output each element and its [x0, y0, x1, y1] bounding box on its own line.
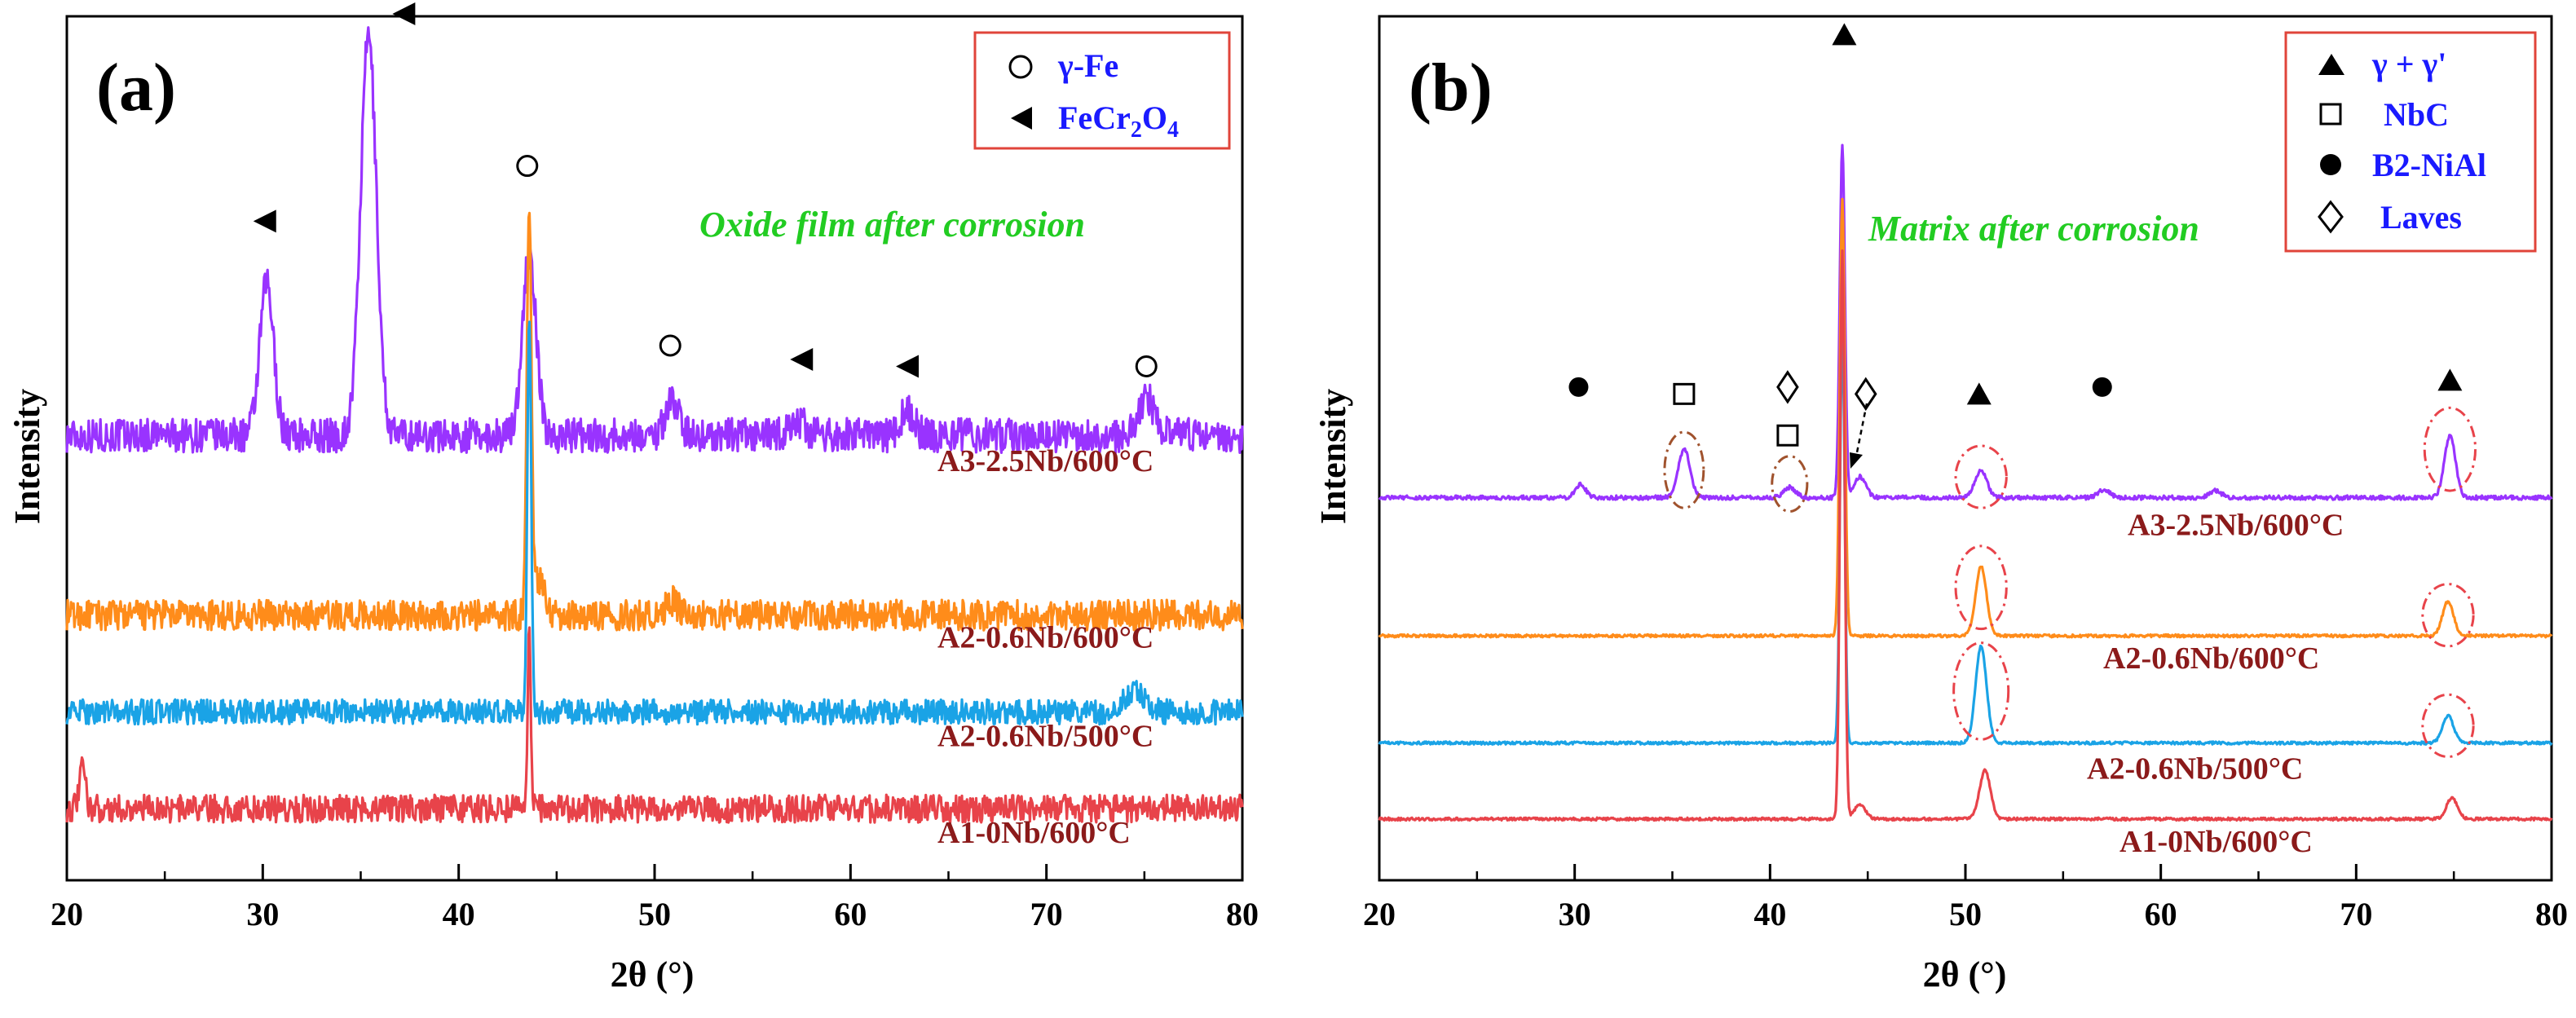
gamma-fe-legend-icon [1008, 55, 1033, 79]
curve-label: A2-0.6Nb/500°C [937, 719, 1153, 753]
peak-highlight-ellipse [2421, 583, 2475, 648]
peak-highlight-ellipse [1663, 430, 1705, 509]
x-tick-label: 70 [1030, 896, 1063, 932]
x-tick-label: 70 [2340, 896, 2372, 932]
curve-label: A1-0Nb/600°C [937, 816, 1131, 850]
laves-legend-icon [2318, 200, 2344, 234]
series-line-a1-0nb-600-c [65, 626, 1244, 824]
panel-b-peak-highlights [1663, 406, 2477, 759]
panel-a-x-ticks: 20 30 40 50 60 70 80 [51, 864, 1259, 932]
circle-open-marker [659, 334, 681, 357]
panel-b-x-ticks: 20 30 40 50 60 70 80 [1363, 864, 2568, 932]
panel-a-label: (a) [96, 50, 176, 126]
panel-a: 20 30 40 50 60 70 80 (a) Oxide film after corr… [7, 2, 1259, 994]
x-tick-label: 40 [1753, 896, 1786, 932]
panel-a-series-group [65, 26, 1244, 824]
square-open-marker [1776, 424, 1799, 447]
triangle-up-marker [2437, 368, 2463, 391]
peak-highlight-ellipse [1952, 641, 2010, 741]
panel-b-y-axis-title: Intensity [1313, 389, 1353, 524]
x-tick-label: 80 [1226, 896, 1259, 932]
series-line-a2-0-6nb-600-c [65, 211, 1244, 632]
triangle-left-marker [790, 347, 814, 371]
triangle-left-marker [896, 355, 920, 378]
panel-b-legend: γ + γ' NbC B2-NiAl Laves [2284, 31, 2537, 253]
x-tick-label: 30 [1559, 896, 1591, 932]
panel-a-curve-labels: A3-2.5Nb/600°C A2-0.6Nb/600°C A2-0.6Nb/500… [937, 444, 1153, 850]
x-tick-label: 20 [51, 896, 83, 932]
panel-a-y-axis-title: Intensity [7, 389, 47, 524]
curve-label: A1-0Nb/600°C [2119, 825, 2313, 859]
curve-label: A2-0.6Nb/600°C [2103, 641, 2319, 676]
legend-label-gamma-fe: γ-Fe [1057, 47, 1118, 84]
legend-label-nbc: NbC [2384, 96, 2449, 133]
peak-highlight-ellipse [1954, 544, 2008, 631]
panel-a-legend: γ-Fe FeCr2O4 [973, 31, 1231, 150]
series-line-a3-2-5nb-600-c [65, 26, 1244, 455]
panel-b-curve-labels: A3-2.5Nb/600°C A2-0.6Nb/600°C A2-0.6Nb/500… [2087, 509, 2344, 859]
x-tick-label: 50 [638, 896, 671, 932]
triangle-left-marker [253, 209, 276, 233]
diamond-open-marker [1776, 370, 1799, 404]
curve-label: A2-0.6Nb/500°C [2087, 752, 2303, 787]
circle-open-marker [516, 155, 539, 178]
nbc-legend-icon [2319, 103, 2342, 126]
panel-a-annotation: Oxide film after corrosion [699, 205, 1085, 245]
legend-label-laves: Laves [2380, 199, 2462, 236]
legend-label-fecr2o4: FeCr2O4 [1058, 99, 1179, 143]
panel-a-phase-markers [253, 2, 1158, 378]
square-open-marker [1673, 382, 1696, 405]
circle-filled-marker [2092, 377, 2112, 397]
series-line-a2-0-6nb-600-c [1378, 197, 2553, 639]
x-tick-label: 80 [2535, 896, 2568, 932]
series-line-a2-0-6nb-500-c [1378, 327, 2553, 746]
circle-filled-marker [1568, 377, 1589, 397]
gamma-gamma-prime-legend-icon [2318, 54, 2344, 75]
laves-pointer-arrow [1850, 403, 1868, 469]
triangle-up-marker [1966, 382, 1992, 405]
diamond-open-marker [1854, 377, 1877, 412]
b2-nial-legend-icon [2320, 154, 2341, 175]
panel-b-label: (b) [1409, 50, 1493, 126]
panel-b: 20 30 40 50 60 70 80 (b) Matrix after corrosio… [1313, 15, 2568, 994]
peak-highlight-ellipse [1771, 455, 1809, 513]
x-tick-label: 20 [1363, 896, 1396, 932]
legend-label-b2-nial: B2-NiAl [2372, 147, 2486, 183]
panel-b-x-axis-title: 2θ (°) [1923, 954, 2007, 994]
panel-a-legend-box [973, 31, 1231, 150]
fecr2o4-legend-icon [1011, 107, 1032, 130]
circle-open-marker [1135, 355, 1158, 377]
x-tick-label: 60 [834, 896, 867, 932]
panel-b-annotation: Matrix after corrosion [1868, 209, 2199, 249]
triangle-left-marker [392, 2, 416, 25]
x-tick-label: 50 [1949, 896, 1982, 932]
curve-label: A3-2.5Nb/600°C [937, 444, 1153, 478]
curve-label: A2-0.6Nb/600°C [937, 621, 1153, 655]
panel-b-phase-markers [1568, 23, 2463, 447]
panel-a-x-axis-title: 2θ (°) [611, 954, 695, 994]
curve-label: A3-2.5Nb/600°C [2128, 509, 2344, 543]
legend-label-gamma-gamma-prime: γ + γ' [2371, 46, 2446, 82]
x-tick-label: 30 [246, 896, 279, 932]
panel-b-series-group [1378, 143, 2553, 822]
peak-highlight-ellipse [1954, 444, 2008, 509]
triangle-up-marker [1832, 23, 1857, 46]
series-line-a1-0nb-600-c [1378, 249, 2553, 822]
series-line-a3-2-5nb-600-c [1378, 143, 2553, 501]
peak-highlight-ellipse [2423, 406, 2477, 492]
x-tick-label: 40 [443, 896, 475, 932]
x-tick-label: 60 [2145, 896, 2177, 932]
peak-highlight-ellipse [2421, 693, 2475, 759]
series-line-a2-0-6nb-500-c [65, 320, 1244, 726]
